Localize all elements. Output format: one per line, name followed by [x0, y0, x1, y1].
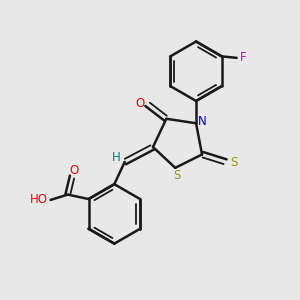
Text: S: S	[230, 156, 238, 169]
Text: HO: HO	[30, 194, 48, 206]
Text: O: O	[69, 164, 78, 177]
Text: N: N	[198, 115, 207, 128]
Text: O: O	[136, 97, 145, 110]
Text: H: H	[112, 151, 121, 164]
Text: F: F	[240, 51, 247, 64]
Text: S: S	[173, 169, 180, 182]
